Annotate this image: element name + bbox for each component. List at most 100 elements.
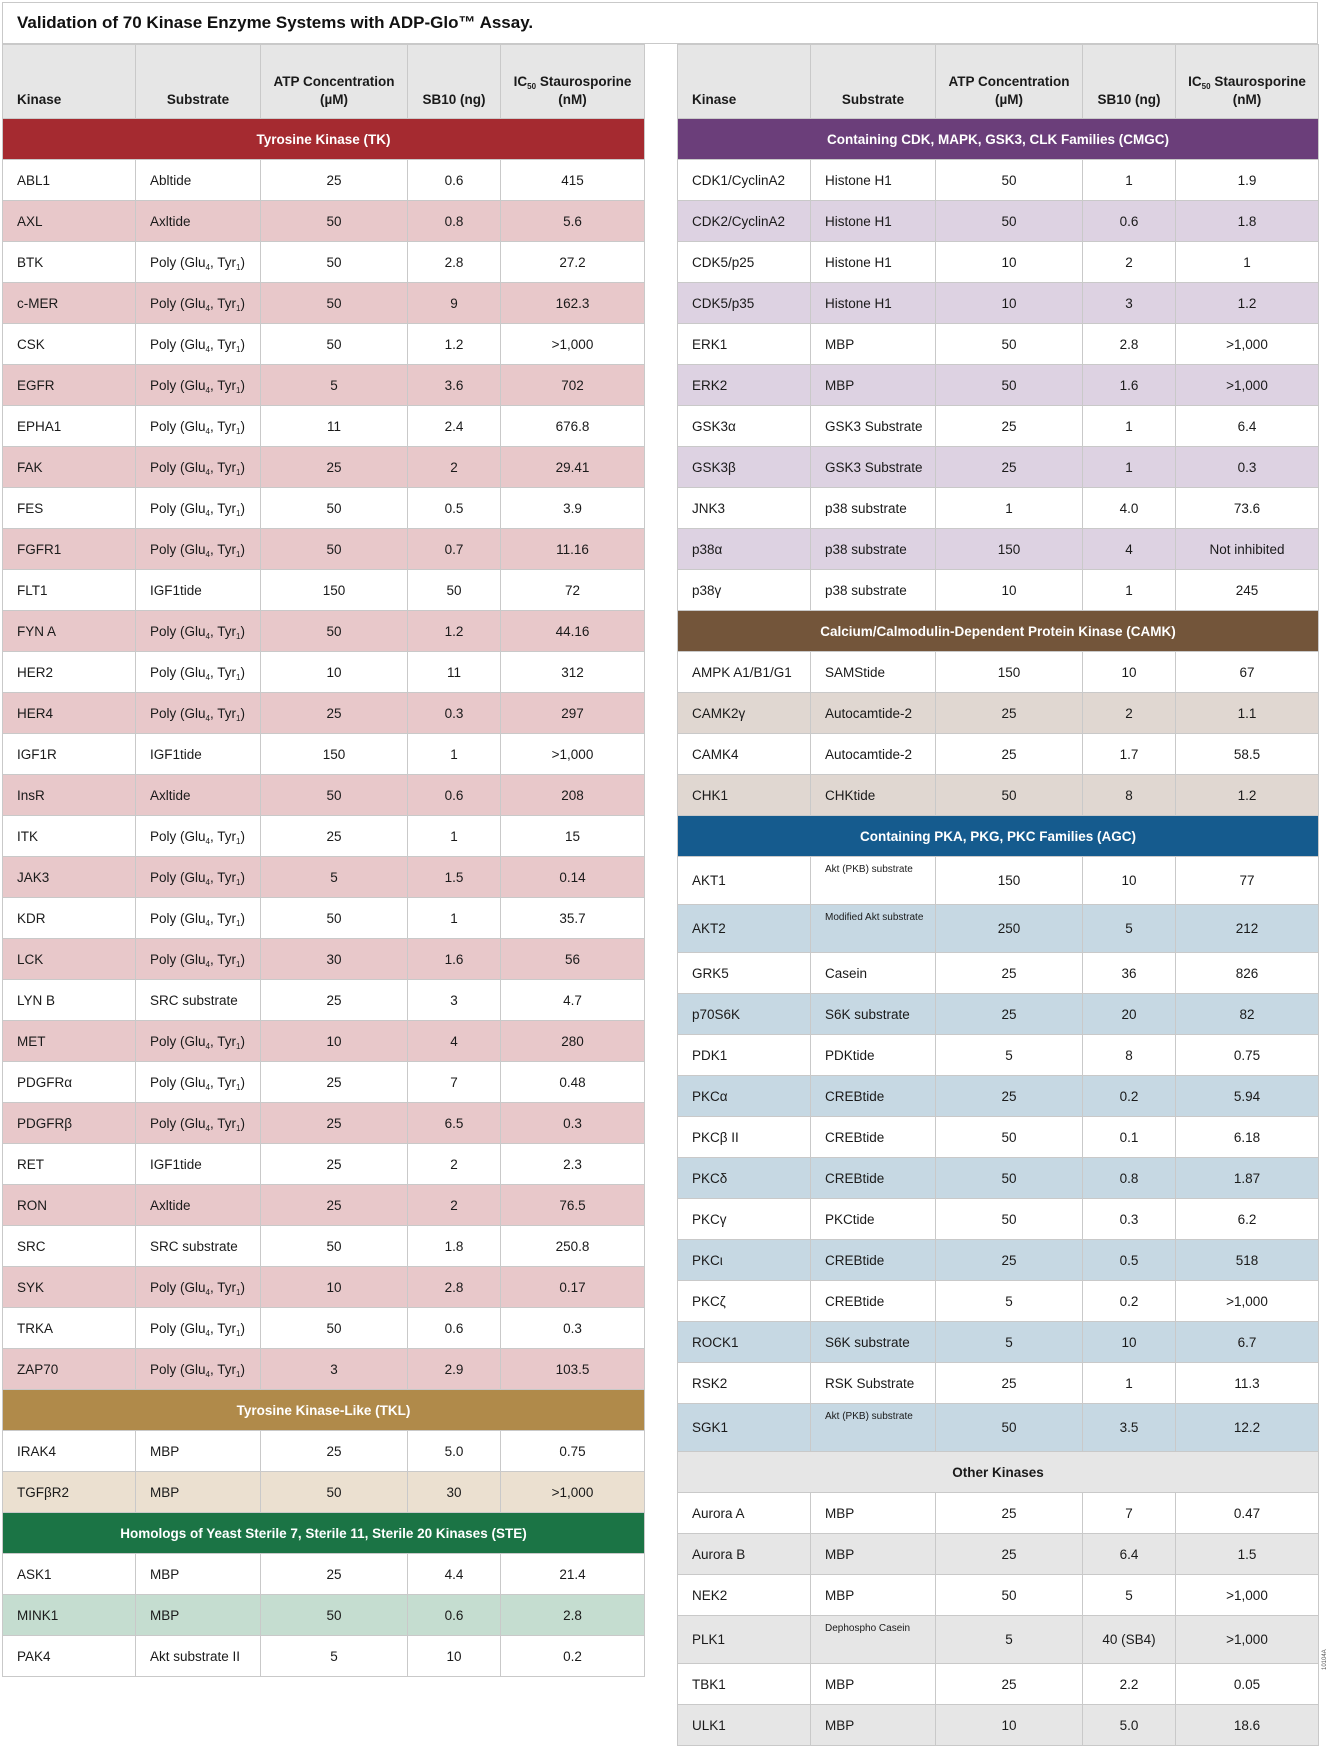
sb10-cell: 0.3 <box>1082 1198 1176 1240</box>
table-row: PKCγ PKCtide 50 0.3 6.2 <box>677 1198 1319 1240</box>
kinase-cell: LCK <box>2 938 136 980</box>
kinase-cell: MET <box>2 1020 136 1062</box>
kinase-cell: PKCι <box>677 1239 811 1281</box>
table-row: CAMK2γ Autocamtide-2 25 2 1.1 <box>677 692 1319 734</box>
atp-cell: 25 <box>935 733 1083 775</box>
sb10-cell: 1 <box>1082 405 1176 447</box>
atp-cell: 5 <box>260 856 408 898</box>
table-row: ERK2 MBP 50 1.6 >1,000 <box>677 364 1319 406</box>
atp-cell: 50 <box>260 610 408 652</box>
substrate-cell: Poly (Glu4, Tyr1) <box>135 938 261 980</box>
ic50-cell: 6.2 <box>1175 1198 1319 1240</box>
sb10-cell: 2 <box>407 446 501 488</box>
kinase-cell: c-MER <box>2 282 136 324</box>
table-row: JAK3 Poly (Glu4, Tyr1) 5 1.5 0.14 <box>2 856 645 898</box>
table-row: FES Poly (Glu4, Tyr1) 50 0.5 3.9 <box>2 487 645 529</box>
atp-cell: 150 <box>935 528 1083 570</box>
kinase-cell: FLT1 <box>2 569 136 611</box>
sb10-cell: 2 <box>1082 692 1176 734</box>
sb10-cell: 1 <box>407 733 501 775</box>
table-row: FYN A Poly (Glu4, Tyr1) 50 1.2 44.16 <box>2 610 645 652</box>
ic50-cell: 58.5 <box>1175 733 1319 775</box>
ic50-cell: 12.2 <box>1175 1403 1319 1452</box>
atp-cell: 25 <box>260 1143 408 1185</box>
ic50-cell: >1,000 <box>500 1471 645 1513</box>
substrate-cell: CHKtide <box>810 774 936 816</box>
table-row: HER4 Poly (Glu4, Tyr1) 25 0.3 297 <box>2 692 645 734</box>
ic50-cell: 2.8 <box>500 1594 645 1636</box>
substrate-cell: Poly (Glu4, Tyr1) <box>135 241 261 283</box>
substrate-cell: MBP <box>135 1430 261 1472</box>
table-row: CDK1/CyclinA2 Histone H1 50 1 1.9 <box>677 159 1319 201</box>
sb10-cell: 2.4 <box>407 405 501 447</box>
sb10-cell: 2.8 <box>1082 323 1176 365</box>
atp-cell: 150 <box>260 569 408 611</box>
header-substrate: Substrate <box>810 44 936 119</box>
kinase-cell: TGFβR2 <box>2 1471 136 1513</box>
substrate-cell: Akt substrate II <box>135 1635 261 1677</box>
table-row: HER2 Poly (Glu4, Tyr1) 10 11 312 <box>2 651 645 693</box>
ic50-cell: 208 <box>500 774 645 816</box>
kinase-cell: PKCα <box>677 1075 811 1117</box>
substrate-cell: RSK Substrate <box>810 1362 936 1404</box>
ic50-cell: Not inhibited <box>1175 528 1319 570</box>
atp-cell: 150 <box>260 733 408 775</box>
sb10-cell: 5 <box>1082 904 1176 953</box>
table-row: CDK5/p35 Histone H1 10 3 1.2 <box>677 282 1319 324</box>
section-title: Tyrosine Kinase (TK) <box>2 118 645 160</box>
substrate-cell: Poly (Glu4, Tyr1) <box>135 1102 261 1144</box>
sb10-cell: 0.6 <box>1082 200 1176 242</box>
sb10-cell: 0.3 <box>407 692 501 734</box>
sb10-cell: 8 <box>1082 774 1176 816</box>
page-title: Validation of 70 Kinase Enzyme Systems w… <box>17 13 534 32</box>
sb10-cell: 1 <box>1082 446 1176 488</box>
ic50-cell: 18.6 <box>1175 1704 1319 1746</box>
kinase-cell: CAMK4 <box>677 733 811 775</box>
atp-cell: 50 <box>935 1157 1083 1199</box>
sb10-cell: 1 <box>1082 159 1176 201</box>
table-row: Aurora B MBP 25 6.4 1.5 <box>677 1533 1319 1575</box>
kinase-cell: AKT1 <box>677 856 811 905</box>
kinase-cell: FGFR1 <box>2 528 136 570</box>
sb10-cell: 1 <box>1082 1362 1176 1404</box>
atp-cell: 25 <box>260 979 408 1021</box>
kinase-cell: CHK1 <box>677 774 811 816</box>
ic50-cell: 297 <box>500 692 645 734</box>
table-row: AKT1 Akt (PKB) substrate 150 10 77 <box>677 856 1319 905</box>
atp-cell: 10 <box>935 569 1083 611</box>
atp-cell: 5 <box>260 1635 408 1677</box>
atp-cell: 150 <box>935 856 1083 905</box>
ic50-cell: >1,000 <box>500 323 645 365</box>
section-header-ste: Homologs of Yeast Sterile 7, Sterile 11,… <box>2 1512 645 1554</box>
sb10-cell: 1.2 <box>407 610 501 652</box>
kinase-cell: PKCγ <box>677 1198 811 1240</box>
sb10-cell: 0.8 <box>407 200 501 242</box>
sb10-cell: 2.8 <box>407 241 501 283</box>
substrate-cell: GSK3 Substrate <box>810 446 936 488</box>
substrate-cell: MBP <box>810 364 936 406</box>
header-atp: ATP Concentration (µM) <box>935 44 1083 119</box>
sb10-cell: 1.5 <box>407 856 501 898</box>
substrate-cell: MBP <box>810 323 936 365</box>
side-code: 10104A <box>1322 1649 1328 1670</box>
kinase-cell: ROCK1 <box>677 1321 811 1363</box>
atp-cell: 50 <box>935 159 1083 201</box>
table-row: RET IGF1tide 25 2 2.3 <box>2 1143 645 1185</box>
ic50-cell: 0.48 <box>500 1061 645 1103</box>
substrate-cell: MBP <box>810 1663 936 1705</box>
kinase-cell: HER2 <box>2 651 136 693</box>
kinase-cell: ITK <box>2 815 136 857</box>
section-title: Calcium/Calmodulin-Dependent Protein Kin… <box>677 610 1319 652</box>
table-row: FAK Poly (Glu4, Tyr1) 25 2 29.41 <box>2 446 645 488</box>
atp-cell: 50 <box>260 200 408 242</box>
substrate-cell: SRC substrate <box>135 1225 261 1267</box>
atp-cell: 25 <box>935 446 1083 488</box>
substrate-cell: PKCtide <box>810 1198 936 1240</box>
table-row: c-MER Poly (Glu4, Tyr1) 50 9 162.3 <box>2 282 645 324</box>
atp-cell: 25 <box>935 1492 1083 1534</box>
kinase-cell: CSK <box>2 323 136 365</box>
ic50-cell: >1,000 <box>1175 364 1319 406</box>
table-row: NEK2 MBP 50 5 >1,000 <box>677 1574 1319 1616</box>
substrate-cell: IGF1tide <box>135 733 261 775</box>
sb10-cell: 0.6 <box>407 774 501 816</box>
